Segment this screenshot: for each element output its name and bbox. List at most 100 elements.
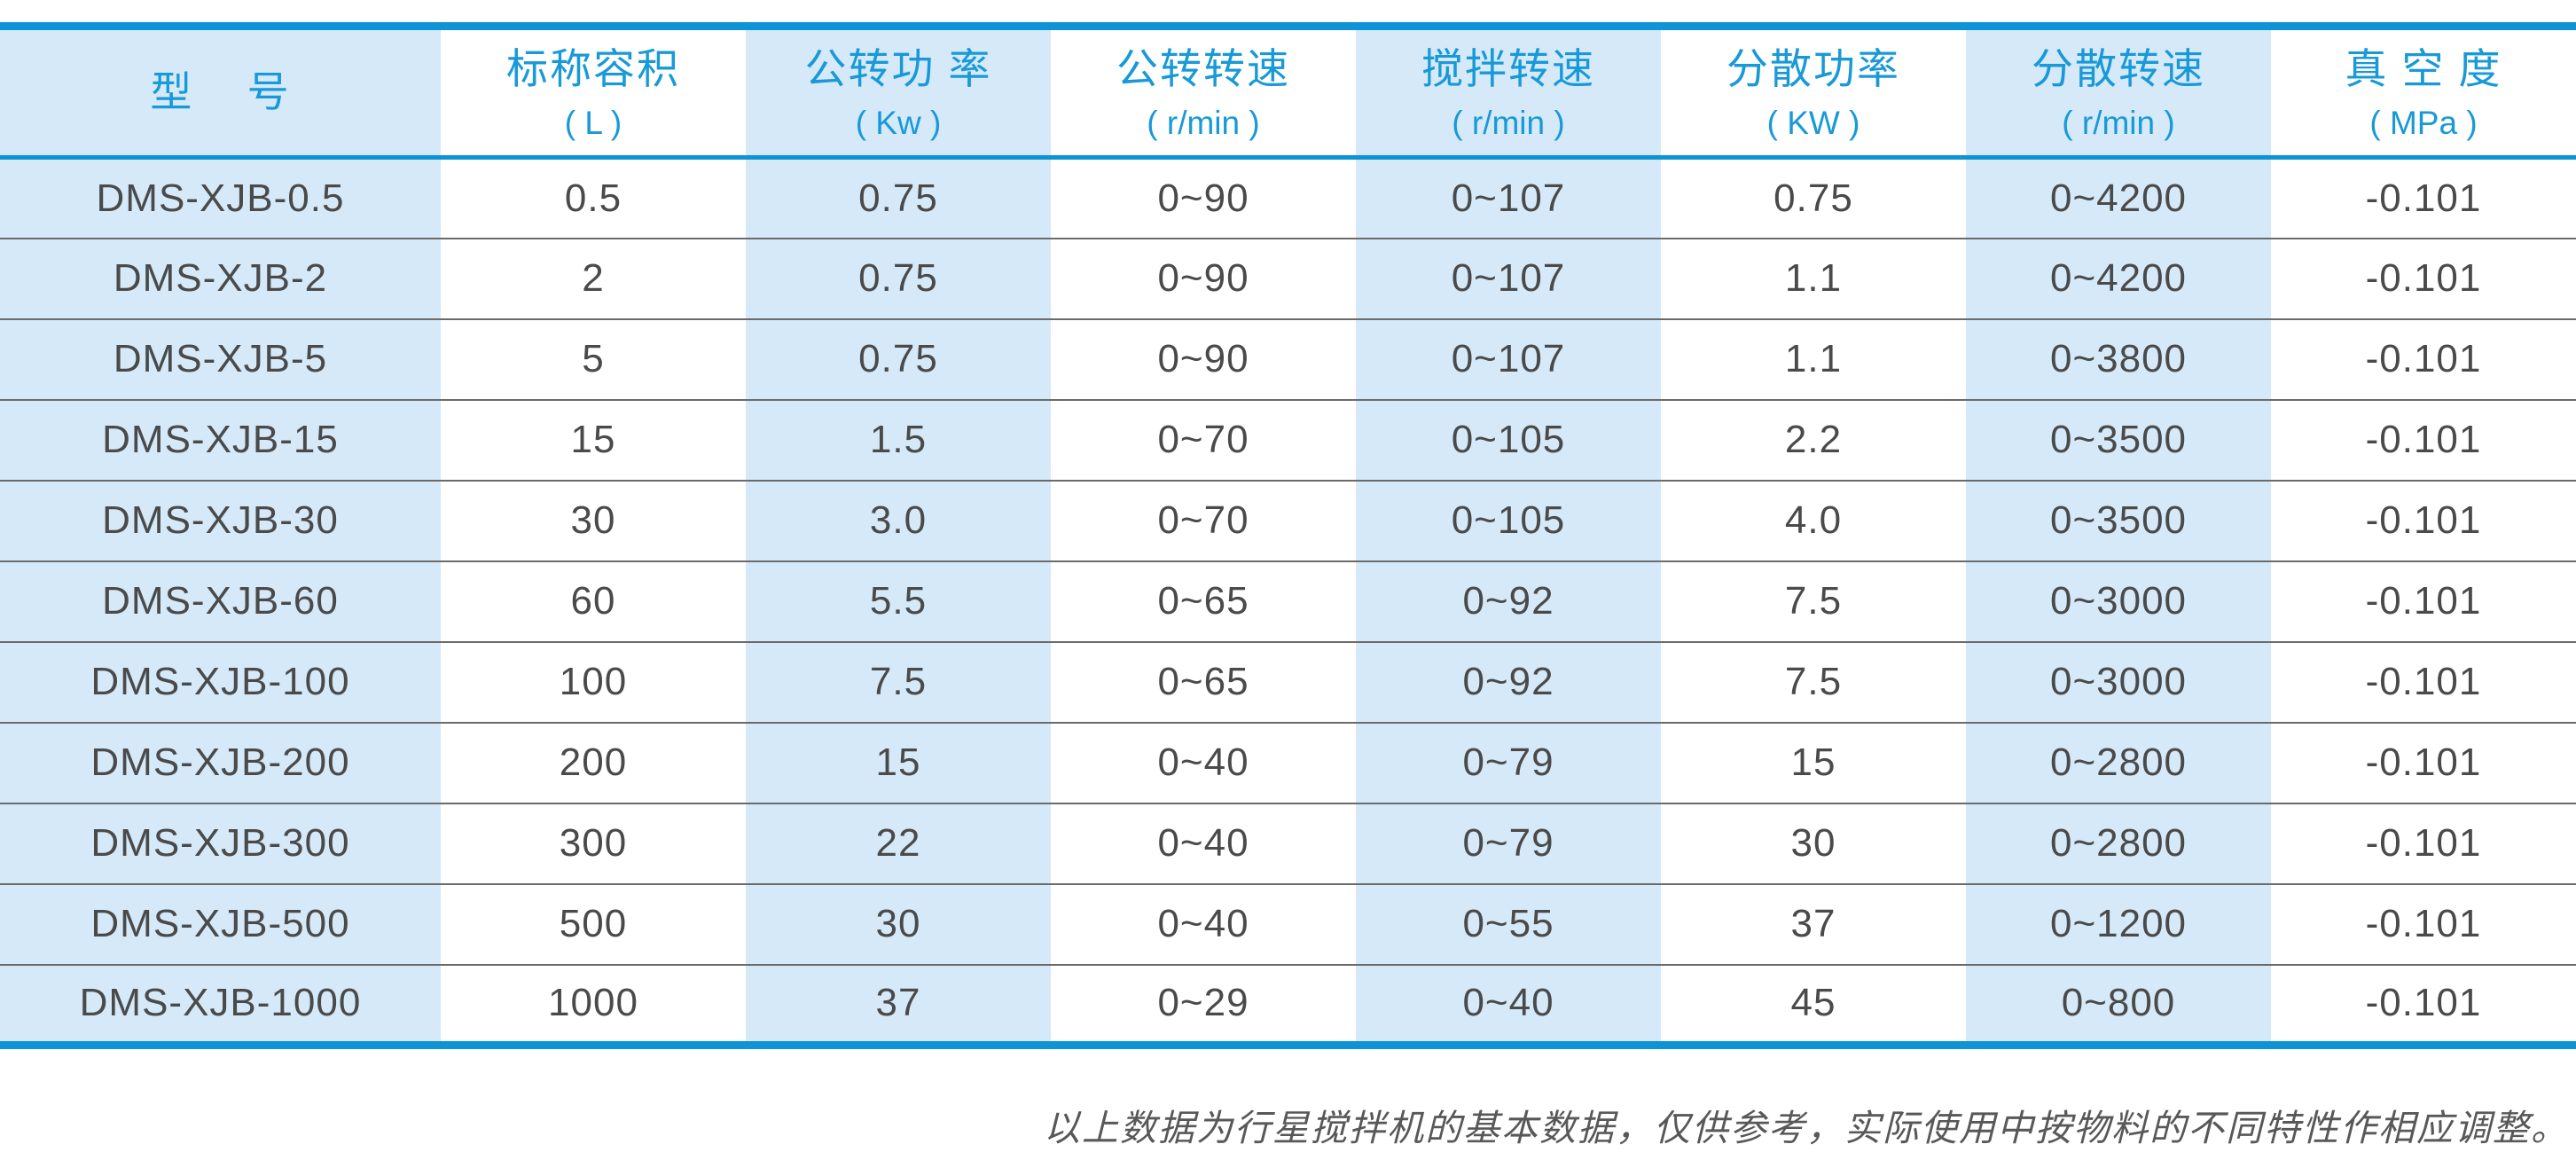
value-cell: 0~40 [1051, 722, 1356, 804]
value-cell: 30 [746, 883, 1051, 966]
value-cell: 37 [1661, 883, 1966, 966]
value-cell: 37 [746, 964, 1051, 1046]
value-cell: -0.101 [2271, 803, 2576, 885]
value-cell: 0~3800 [1966, 318, 2271, 401]
value-cell: 0.75 [746, 318, 1051, 401]
header-cell: 型 号 [0, 26, 441, 160]
table-row: DMS-XJB-30 30 3.0 0~70 0~105 4.0 0~3500 -0.101 [0, 480, 2576, 562]
value-cell: 0~107 [1356, 238, 1661, 320]
footnote: 以上数据为行星搅拌机的基本数据，仅供参考，实际使用中按物料的不同特性作相应调整。 [1044, 1107, 2569, 1149]
value-cell: -0.101 [2271, 560, 2576, 643]
value-cell: 0~4200 [1966, 238, 2271, 320]
value-cell: 0~40 [1356, 964, 1661, 1046]
value-cell: 0~90 [1051, 157, 1356, 239]
value-cell: 0~90 [1051, 238, 1356, 320]
header-unit: ( KW ) [1766, 104, 1860, 141]
value-cell: -0.101 [2271, 480, 2576, 562]
value-cell: -0.101 [2271, 883, 2576, 966]
value-cell: 15 [441, 399, 746, 482]
table-body: DMS-XJB-0.5 0.5 0.75 0~90 0~107 0.75 0~4200 -0.… [0, 157, 2576, 1046]
model-cell: DMS-XJB-30 [0, 480, 441, 562]
table-row: DMS-XJB-15 15 1.5 0~70 0~105 2.2 0~3500 -0.101 [0, 399, 2576, 482]
value-cell: 7.5 [1661, 641, 1966, 724]
header-title: 分散功率 [1726, 45, 1900, 93]
model-cell: DMS-XJB-2 [0, 238, 441, 320]
value-cell: 200 [441, 722, 746, 804]
value-cell: 3.0 [746, 480, 1051, 562]
header-title: 公转转速 [1116, 45, 1290, 93]
header-title: 型 号 [150, 68, 291, 116]
table-row: DMS-XJB-300 300 22 0~40 0~79 30 0~2800 -0.101 [0, 803, 2576, 885]
header-unit: ( Kw ) [855, 104, 942, 141]
model-cell: DMS-XJB-500 [0, 883, 441, 966]
table-row: DMS-XJB-100 100 7.5 0~65 0~92 7.5 0~3000 -0.101 [0, 641, 2576, 724]
header-title: 搅拌转速 [1421, 45, 1595, 93]
header-title: 真 空 度 [2345, 45, 2502, 93]
table-row: DMS-XJB-0.5 0.5 0.75 0~90 0~107 0.75 0~4200 -0.… [0, 157, 2576, 239]
table-row: DMS-XJB-500 500 30 0~40 0~55 37 0~1200 -0.101 [0, 883, 2576, 966]
model-cell: DMS-XJB-300 [0, 803, 441, 885]
value-cell: 0~2800 [1966, 803, 2271, 885]
value-cell: 0~800 [1966, 964, 2271, 1046]
value-cell: 0~65 [1051, 560, 1356, 643]
header-cell: 搅拌转速 ( r/min ) [1356, 26, 1661, 160]
value-cell: 4.0 [1661, 480, 1966, 562]
value-cell: 0~3000 [1966, 641, 2271, 724]
value-cell: 0~105 [1356, 480, 1661, 562]
table-row: DMS-XJB-2 2 0.75 0~90 0~107 1.1 0~4200 -0.101 [0, 238, 2576, 320]
header-title: 公转功 率 [804, 45, 992, 93]
value-cell: 300 [441, 803, 746, 885]
value-cell: 2 [441, 238, 746, 320]
model-cell: DMS-XJB-100 [0, 641, 441, 724]
value-cell: -0.101 [2271, 318, 2576, 401]
value-cell: 0~40 [1051, 803, 1356, 885]
value-cell: 0~90 [1051, 318, 1356, 401]
model-cell: DMS-XJB-60 [0, 560, 441, 643]
value-cell: 30 [1661, 803, 1966, 885]
value-cell: 0~92 [1356, 641, 1661, 724]
value-cell: 5.5 [746, 560, 1051, 643]
value-cell: -0.101 [2365, 981, 2482, 1025]
header-title: 标称容积 [506, 45, 680, 93]
value-cell: 22 [746, 803, 1051, 885]
model-cell: DMS-XJB-5 [0, 318, 441, 401]
value-cell: -0.101 [2271, 641, 2576, 724]
value-cell: 0~2800 [1966, 722, 2271, 804]
model-cell: DMS-XJB-200 [0, 722, 441, 804]
value-cell: 0~70 [1051, 399, 1356, 482]
value-cell: 0~55 [1356, 883, 1661, 966]
value-cell: 0~107 [1356, 157, 1661, 239]
value-cell: 2.2 [1661, 399, 1966, 482]
value-cell: 7.5 [746, 641, 1051, 724]
value-cell: 1.5 [746, 399, 1051, 482]
value-cell: 0~1200 [1966, 883, 2271, 966]
value-cell: 0~70 [1051, 480, 1356, 562]
header-cell: 标称容积 ( L ) [441, 26, 746, 160]
value-cell: 0~29 [1157, 981, 1249, 1025]
header-cell: 分散功率 ( KW ) [1661, 26, 1966, 160]
header-cell: 公转转速 ( r/min ) [1051, 26, 1356, 160]
header-cell: 真 空 度 ( MPa ) [2271, 26, 2576, 160]
value-cell: 7.5 [1661, 560, 1966, 643]
model-cell: DMS-XJB-1000 [0, 964, 441, 1046]
header-row: 型 号标称容积( L ) 公转功 率( Kw ) 公转转速( r/min ) 搅拌转速… [0, 26, 2576, 160]
model-cell: DMS-XJB-15 [0, 399, 441, 482]
header-cell: 公转功 率 ( Kw ) [746, 26, 1051, 160]
value-cell: 0~3000 [1966, 560, 2271, 643]
value-cell: 0~105 [1356, 399, 1661, 482]
value-cell: 0~40 [1051, 883, 1356, 966]
value-cell: 0~107 [1356, 318, 1661, 401]
header-unit: ( MPa ) [2369, 104, 2478, 141]
table-row: DMS-XJB-60 60 5.5 0~65 0~92 7.5 0~3000 -0.101 [0, 560, 2576, 643]
value-cell: 500 [441, 883, 746, 966]
value-cell: 5 [441, 318, 746, 401]
value-cell: 1.1 [1661, 238, 1966, 320]
value-cell: 0~65 [1051, 641, 1356, 724]
value-cell: 0~79 [1356, 722, 1661, 804]
table-row: DMS-XJB-200 200 15 0~40 0~79 15 0~2800 -0.101 [0, 722, 2576, 804]
value-cell: -0.101 [2271, 157, 2576, 239]
header-unit: ( r/min ) [1452, 104, 1565, 141]
value-cell: 0~79 [1356, 803, 1661, 885]
header-cell: 分散转速 ( r/min ) [1966, 26, 2271, 160]
value-cell: 0~4200 [1966, 157, 2271, 239]
